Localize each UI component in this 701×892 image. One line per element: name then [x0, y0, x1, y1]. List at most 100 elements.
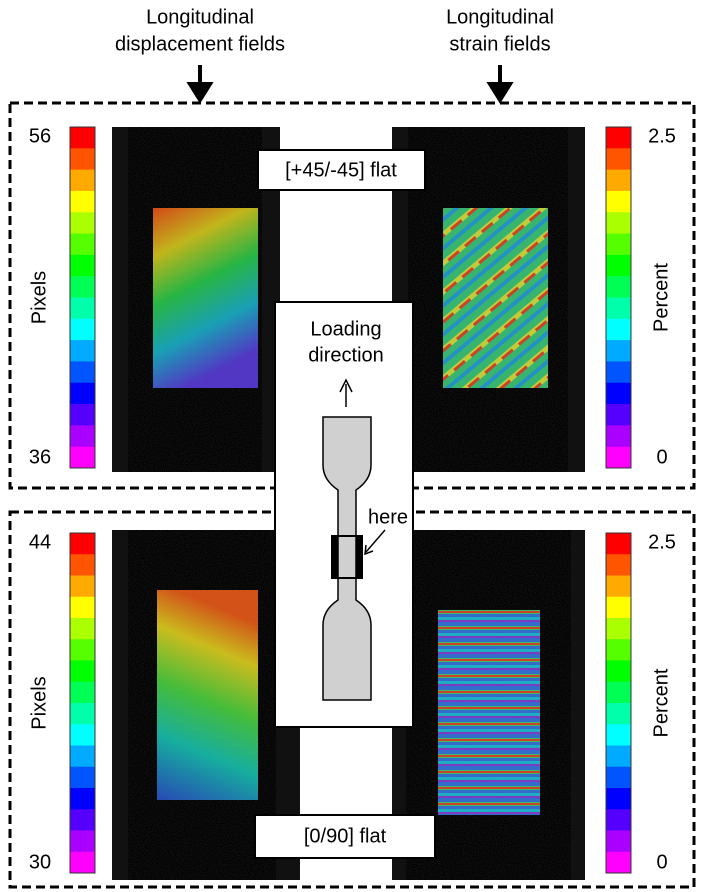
colorbar-segment: [606, 851, 631, 874]
colorbar-segment: [70, 148, 95, 171]
arrow: [186, 65, 214, 104]
colorbar-segment: [606, 724, 631, 746]
colorbar-label: Percent: [650, 263, 672, 332]
colorbar-segment: [606, 340, 631, 362]
inset-title: Loading: [310, 318, 381, 340]
pointer-label: here: [368, 506, 408, 528]
colorbar-segment: [606, 809, 631, 831]
specimen-tab: [356, 536, 362, 578]
colorbar-segment: [606, 660, 631, 683]
arrow: [364, 529, 386, 556]
colorbar-min: 0: [656, 851, 667, 873]
colorbar-segment: [70, 724, 95, 746]
colorbar-segment: [606, 446, 631, 469]
colorbar-segment: [606, 766, 631, 789]
colorbar-segment: [70, 212, 95, 235]
colorbar-segment: [70, 788, 95, 810]
colorbar-label: Percent: [650, 668, 672, 737]
colorbar-max: 44: [29, 531, 51, 553]
colorbar-segment: [606, 788, 631, 810]
header: displacement fields: [115, 33, 285, 55]
colorbar-segment: [606, 681, 631, 704]
colorbar-segment: [70, 340, 95, 362]
colorbar-segment: [70, 297, 95, 320]
colorbar-frame: [69, 532, 96, 874]
colorbar-segment: [606, 148, 631, 171]
colorbar-segment: [70, 425, 95, 448]
label-box: [257, 149, 426, 191]
colorbar-min: 0: [656, 446, 667, 468]
colorbar-segment: [70, 533, 95, 555]
colorbar-segment: [606, 618, 631, 640]
header: strain fields: [449, 33, 550, 55]
colorbar-label: Pixels: [28, 676, 50, 729]
colorbar-segment: [606, 169, 631, 192]
colorbar-segment: [70, 681, 95, 704]
specimen: [322, 416, 372, 701]
colorbar-segment: [70, 404, 95, 426]
colorbar-segment: [606, 190, 631, 213]
colorbar-segment: [70, 169, 95, 192]
label-box: [254, 814, 436, 859]
colorbars: 56 36 Pixels 2.5 0 Percent 44 30 Pixels 2.5 0 Perce…: [28, 125, 676, 874]
colorbar-segment: [606, 404, 631, 426]
colorbar-frame: [605, 532, 632, 874]
colorbar-segment: [70, 190, 95, 213]
arrow: [339, 378, 353, 407]
colorbar-segment: [606, 318, 631, 341]
header: Longitudinal: [446, 6, 554, 28]
colorbar-segment: [606, 830, 631, 853]
colorbar-segment: [70, 660, 95, 683]
panel-label: [+45/-45] flat: [285, 159, 397, 181]
specimen-tab: [332, 536, 338, 578]
colorbar-min: 30: [29, 851, 51, 873]
colorbar-segment: [606, 361, 631, 384]
colorbar-segment: [70, 318, 95, 341]
colorbar-segment: [70, 127, 95, 149]
colorbar-segment: [70, 639, 95, 661]
colorbar-segment: [606, 575, 631, 598]
top-images: [112, 127, 585, 472]
panel-label: [0/90] flat: [304, 825, 387, 847]
colorbar-segment: [606, 212, 631, 235]
colorbar-max: 2.5: [648, 531, 676, 553]
colorbar-segment: [70, 446, 95, 469]
colorbar-segment: [606, 382, 631, 405]
colorbar-segment: [70, 596, 95, 619]
colorbar-segment: [70, 361, 95, 384]
colorbar-segment: [606, 554, 631, 576]
colorbar-frame: [605, 126, 632, 469]
colorbar-segment: [70, 809, 95, 831]
colorbar-segment: [606, 639, 631, 661]
colorbar-frame: [69, 126, 96, 469]
colorbar-segment: [70, 233, 95, 256]
colorbar-segment: [70, 851, 95, 874]
colorbar-segment: [70, 703, 95, 725]
colorbar-segment: [70, 554, 95, 576]
header: Longitudinal: [146, 6, 254, 28]
arrow: [486, 65, 514, 104]
colorbar-segment: [70, 575, 95, 598]
colorbar-max: 2.5: [648, 125, 676, 147]
inset-title: direction: [308, 344, 384, 366]
colorbar-label: Pixels: [28, 271, 50, 324]
colorbar-segment: [606, 596, 631, 619]
colorbar-segment: [606, 276, 631, 298]
colorbar-min: 36: [29, 446, 51, 468]
colorbar-segment: [606, 254, 631, 277]
panel-frame: [8, 101, 696, 490]
colorbar-segment: [70, 382, 95, 405]
colorbar-segment: [606, 745, 631, 768]
colorbar-segment: [70, 618, 95, 640]
colorbar-segment: [606, 425, 631, 448]
colorbar-segment: [606, 703, 631, 725]
colorbar-segment: [70, 830, 95, 853]
colorbar-segment: [70, 766, 95, 789]
colorbar-segment: [606, 233, 631, 256]
colorbar-segment: [606, 297, 631, 320]
colorbar-segment: [606, 127, 631, 149]
colorbar-segment: [70, 745, 95, 768]
colorbar-segment: [70, 276, 95, 298]
colorbar-segment: [70, 254, 95, 277]
